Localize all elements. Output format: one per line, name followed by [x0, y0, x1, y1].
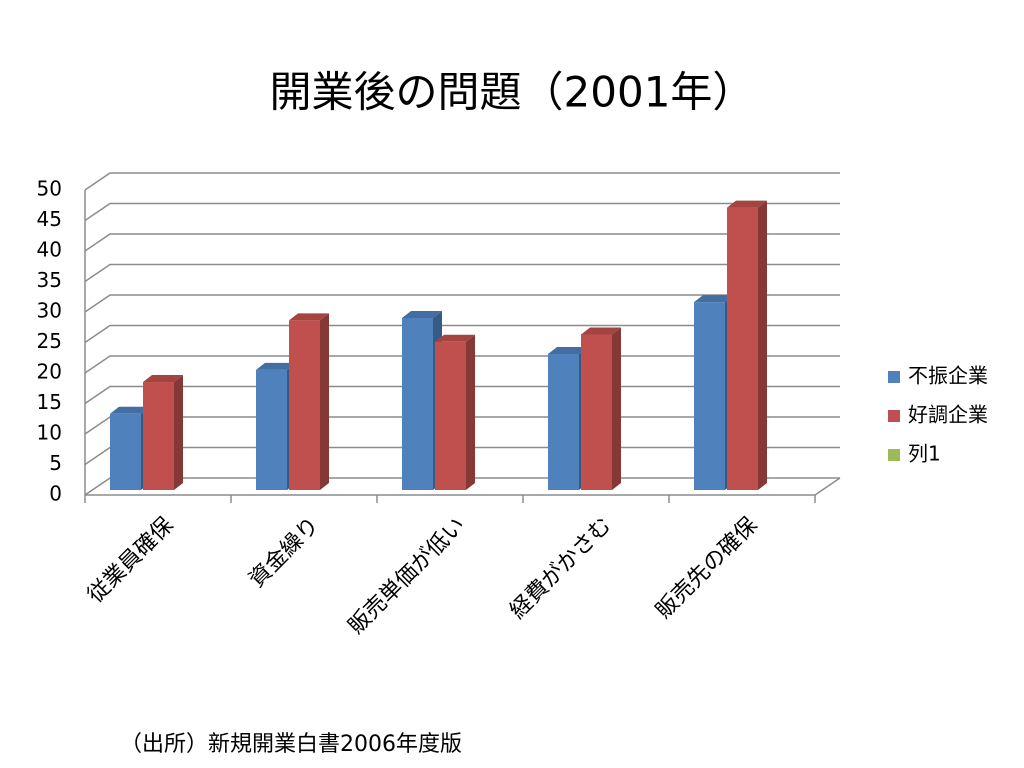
bar-top [143, 375, 183, 383]
y-tick-label: 25 [37, 329, 62, 353]
bar-top [289, 313, 329, 321]
bar-top [581, 327, 621, 335]
bar-top [435, 334, 475, 342]
bar-front [402, 317, 433, 490]
bar-side [612, 327, 621, 490]
grid-line [84, 294, 840, 313]
bar-side [466, 334, 475, 490]
y-tick-label: 40 [37, 238, 62, 262]
chart-title: 開業後の問題（2001年） [270, 68, 755, 117]
bar [581, 327, 621, 490]
y-tick-label: 5 [49, 451, 62, 475]
y-tick-label: 20 [37, 360, 62, 384]
bar-front [581, 334, 612, 490]
grid-line [84, 233, 840, 252]
x-tick-label: 資金繰り [245, 513, 325, 593]
bar-top [548, 346, 588, 354]
bar-top [402, 310, 442, 318]
bar-side [320, 313, 329, 490]
y-tick-label: 10 [37, 421, 62, 445]
legend-swatch [888, 449, 900, 461]
legend-swatch [888, 410, 900, 422]
bar [143, 375, 183, 490]
legend-swatch [888, 371, 900, 383]
y-tick-label: 0 [49, 482, 62, 506]
bar-side [174, 375, 183, 490]
legend-label: 列1 [908, 442, 941, 466]
bar-front [110, 413, 141, 490]
bar [435, 334, 475, 490]
legend-label: 好調企業 [908, 403, 988, 427]
grid-line [84, 263, 840, 283]
bar-front [256, 369, 287, 490]
source-note: （出所）新規開業白書2006年度版 [120, 732, 462, 757]
bar [289, 313, 329, 490]
bar-top [694, 295, 734, 303]
bar-front [435, 341, 466, 490]
x-tick-label: 経費がかさむ [505, 513, 616, 624]
x-tick-label: 販売先の確保 [651, 513, 762, 624]
bar-top [110, 406, 150, 414]
y-tick-label: 45 [37, 207, 62, 231]
legend-label: 不振企業 [908, 364, 988, 388]
grid-line [84, 172, 840, 191]
bar-front [694, 302, 725, 490]
y-tick-label: 35 [37, 268, 62, 292]
bar-front [289, 320, 320, 490]
bar-top [256, 362, 296, 370]
bar-front [727, 207, 758, 490]
x-tick-label: 従業員確保 [83, 513, 178, 608]
grid-line [84, 202, 840, 222]
bar-front [143, 382, 174, 490]
grid-line [84, 324, 840, 344]
x-tick-label: 販売単価が低い [344, 513, 471, 640]
y-tick-label: 30 [37, 299, 62, 323]
bar-side [758, 200, 767, 490]
bar-front [548, 353, 579, 490]
y-tick-label: 50 [37, 177, 62, 201]
bar-top [727, 200, 767, 208]
bar [727, 200, 767, 490]
y-tick-label: 15 [37, 390, 62, 414]
